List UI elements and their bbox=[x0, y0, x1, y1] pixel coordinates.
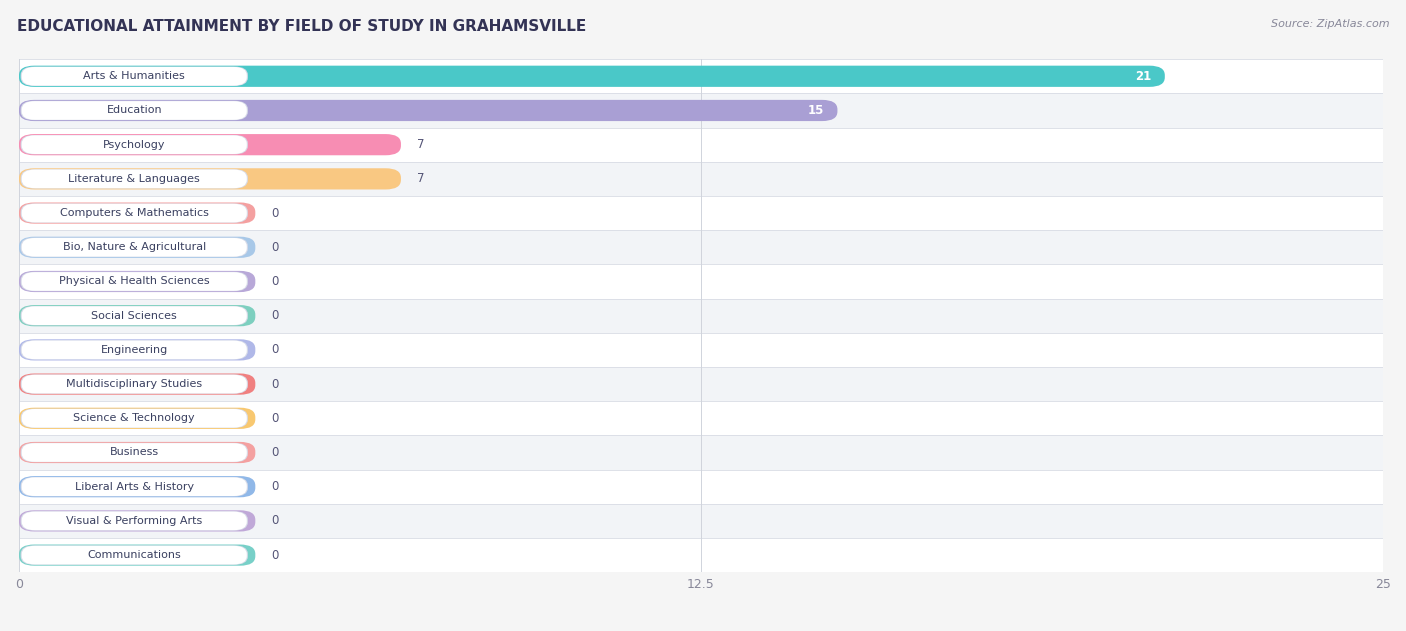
FancyBboxPatch shape bbox=[21, 545, 247, 565]
Text: 0: 0 bbox=[271, 206, 278, 220]
Text: Education: Education bbox=[107, 105, 162, 115]
FancyBboxPatch shape bbox=[20, 435, 1384, 469]
Text: 0: 0 bbox=[271, 412, 278, 425]
FancyBboxPatch shape bbox=[20, 66, 1164, 87]
Text: 0: 0 bbox=[271, 241, 278, 254]
Text: 0: 0 bbox=[271, 309, 278, 322]
FancyBboxPatch shape bbox=[20, 305, 256, 326]
FancyBboxPatch shape bbox=[21, 67, 247, 86]
Text: Arts & Humanities: Arts & Humanities bbox=[83, 71, 186, 81]
Text: 0: 0 bbox=[271, 480, 278, 493]
FancyBboxPatch shape bbox=[21, 341, 247, 359]
Text: Visual & Performing Arts: Visual & Performing Arts bbox=[66, 516, 202, 526]
FancyBboxPatch shape bbox=[21, 203, 247, 223]
FancyBboxPatch shape bbox=[20, 168, 401, 189]
FancyBboxPatch shape bbox=[21, 204, 247, 222]
Text: Multidisciplinary Studies: Multidisciplinary Studies bbox=[66, 379, 202, 389]
FancyBboxPatch shape bbox=[21, 67, 247, 86]
Text: 21: 21 bbox=[1135, 70, 1152, 83]
FancyBboxPatch shape bbox=[21, 170, 247, 188]
FancyBboxPatch shape bbox=[21, 238, 247, 257]
FancyBboxPatch shape bbox=[21, 375, 247, 393]
Text: Communications: Communications bbox=[87, 550, 181, 560]
FancyBboxPatch shape bbox=[20, 59, 1384, 93]
FancyBboxPatch shape bbox=[21, 512, 247, 530]
FancyBboxPatch shape bbox=[20, 196, 1384, 230]
FancyBboxPatch shape bbox=[20, 127, 1384, 162]
FancyBboxPatch shape bbox=[21, 409, 247, 428]
Text: 0: 0 bbox=[271, 343, 278, 357]
Text: 7: 7 bbox=[418, 138, 425, 151]
FancyBboxPatch shape bbox=[21, 374, 247, 394]
FancyBboxPatch shape bbox=[21, 409, 247, 428]
FancyBboxPatch shape bbox=[21, 477, 247, 497]
FancyBboxPatch shape bbox=[21, 272, 247, 291]
Text: Bio, Nature & Agricultural: Bio, Nature & Agricultural bbox=[63, 242, 205, 252]
FancyBboxPatch shape bbox=[20, 264, 1384, 298]
FancyBboxPatch shape bbox=[20, 442, 256, 463]
Text: 0: 0 bbox=[271, 275, 278, 288]
FancyBboxPatch shape bbox=[21, 443, 247, 462]
FancyBboxPatch shape bbox=[20, 237, 256, 258]
FancyBboxPatch shape bbox=[21, 169, 247, 189]
Text: Social Sciences: Social Sciences bbox=[91, 310, 177, 321]
Text: Source: ZipAtlas.com: Source: ZipAtlas.com bbox=[1271, 19, 1389, 29]
Text: 7: 7 bbox=[418, 172, 425, 186]
FancyBboxPatch shape bbox=[20, 162, 1384, 196]
FancyBboxPatch shape bbox=[21, 135, 247, 154]
FancyBboxPatch shape bbox=[20, 93, 1384, 127]
FancyBboxPatch shape bbox=[20, 510, 256, 531]
FancyBboxPatch shape bbox=[20, 134, 401, 155]
FancyBboxPatch shape bbox=[21, 478, 247, 496]
FancyBboxPatch shape bbox=[20, 333, 1384, 367]
FancyBboxPatch shape bbox=[21, 307, 247, 325]
FancyBboxPatch shape bbox=[20, 298, 1384, 333]
FancyBboxPatch shape bbox=[20, 469, 1384, 504]
FancyBboxPatch shape bbox=[21, 135, 247, 155]
Text: 0: 0 bbox=[271, 377, 278, 391]
FancyBboxPatch shape bbox=[20, 230, 1384, 264]
Text: 0: 0 bbox=[271, 446, 278, 459]
FancyBboxPatch shape bbox=[20, 545, 256, 566]
Text: Science & Technology: Science & Technology bbox=[73, 413, 195, 423]
FancyBboxPatch shape bbox=[20, 476, 256, 497]
Text: Computers & Mathematics: Computers & Mathematics bbox=[60, 208, 208, 218]
Text: Business: Business bbox=[110, 447, 159, 457]
FancyBboxPatch shape bbox=[21, 443, 247, 462]
FancyBboxPatch shape bbox=[20, 203, 256, 223]
Text: Physical & Health Sciences: Physical & Health Sciences bbox=[59, 276, 209, 286]
FancyBboxPatch shape bbox=[21, 306, 247, 326]
Text: 0: 0 bbox=[271, 514, 278, 528]
FancyBboxPatch shape bbox=[21, 272, 247, 291]
FancyBboxPatch shape bbox=[21, 101, 247, 120]
FancyBboxPatch shape bbox=[20, 408, 256, 429]
Text: EDUCATIONAL ATTAINMENT BY FIELD OF STUDY IN GRAHAMSVILLE: EDUCATIONAL ATTAINMENT BY FIELD OF STUDY… bbox=[17, 19, 586, 34]
FancyBboxPatch shape bbox=[21, 340, 247, 360]
FancyBboxPatch shape bbox=[20, 538, 1384, 572]
FancyBboxPatch shape bbox=[20, 339, 256, 360]
FancyBboxPatch shape bbox=[21, 238, 247, 257]
Text: Literature & Languages: Literature & Languages bbox=[69, 174, 200, 184]
FancyBboxPatch shape bbox=[21, 511, 247, 531]
FancyBboxPatch shape bbox=[20, 100, 838, 121]
FancyBboxPatch shape bbox=[20, 271, 256, 292]
FancyBboxPatch shape bbox=[21, 101, 247, 120]
Text: Engineering: Engineering bbox=[101, 345, 167, 355]
FancyBboxPatch shape bbox=[20, 401, 1384, 435]
Text: 15: 15 bbox=[807, 104, 824, 117]
FancyBboxPatch shape bbox=[20, 367, 1384, 401]
Text: Liberal Arts & History: Liberal Arts & History bbox=[75, 481, 194, 492]
Text: Psychology: Psychology bbox=[103, 139, 166, 150]
FancyBboxPatch shape bbox=[21, 546, 247, 565]
FancyBboxPatch shape bbox=[20, 374, 256, 395]
FancyBboxPatch shape bbox=[20, 504, 1384, 538]
Text: 0: 0 bbox=[271, 548, 278, 562]
